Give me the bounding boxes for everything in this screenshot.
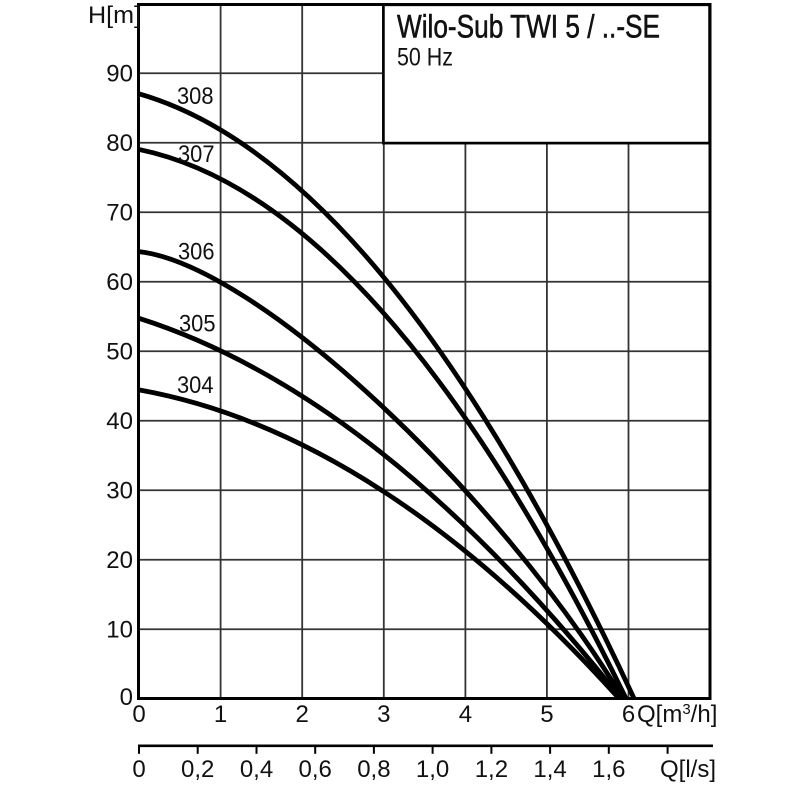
svg-text:1,2: 1,2 — [475, 756, 508, 783]
svg-text:Q[l/s]: Q[l/s] — [660, 756, 716, 783]
svg-text:6: 6 — [622, 701, 635, 728]
svg-text:1: 1 — [214, 701, 227, 728]
svg-text:308: 308 — [177, 83, 214, 110]
svg-text:3: 3 — [377, 701, 390, 728]
svg-text:Wilo-Sub TWI 5 / ..-SE: Wilo-Sub TWI 5 / ..-SE — [397, 9, 660, 45]
svg-text:4: 4 — [459, 701, 472, 728]
svg-text:1,0: 1,0 — [416, 756, 449, 783]
svg-text:30: 30 — [106, 478, 133, 505]
svg-text:0: 0 — [120, 684, 133, 711]
svg-text:5: 5 — [540, 701, 553, 728]
svg-text:50: 50 — [106, 339, 133, 366]
svg-text:80: 80 — [106, 130, 133, 157]
svg-text:1,6: 1,6 — [592, 756, 625, 783]
svg-text:0,8: 0,8 — [357, 756, 390, 783]
svg-text:60: 60 — [106, 269, 133, 296]
svg-text:306: 306 — [178, 239, 215, 266]
svg-text:0: 0 — [132, 756, 145, 783]
svg-text:90: 90 — [106, 61, 133, 88]
svg-text:Q[m3/h]: Q[m3/h] — [637, 701, 717, 728]
svg-text:307: 307 — [178, 141, 215, 168]
svg-text:50 Hz: 50 Hz — [397, 44, 453, 72]
svg-text:0,6: 0,6 — [299, 756, 332, 783]
svg-text:0,2: 0,2 — [181, 756, 214, 783]
svg-text:40: 40 — [106, 408, 133, 435]
svg-text:1,4: 1,4 — [533, 756, 566, 783]
svg-text:70: 70 — [106, 200, 133, 227]
svg-text:2: 2 — [296, 701, 309, 728]
svg-text:304: 304 — [177, 372, 214, 399]
svg-text:20: 20 — [106, 547, 133, 574]
svg-text:0,4: 0,4 — [240, 756, 273, 783]
svg-text:H[m]: H[m] — [88, 2, 141, 29]
svg-text:305: 305 — [179, 311, 216, 338]
svg-text:0: 0 — [132, 701, 145, 728]
svg-text:10: 10 — [106, 617, 133, 644]
